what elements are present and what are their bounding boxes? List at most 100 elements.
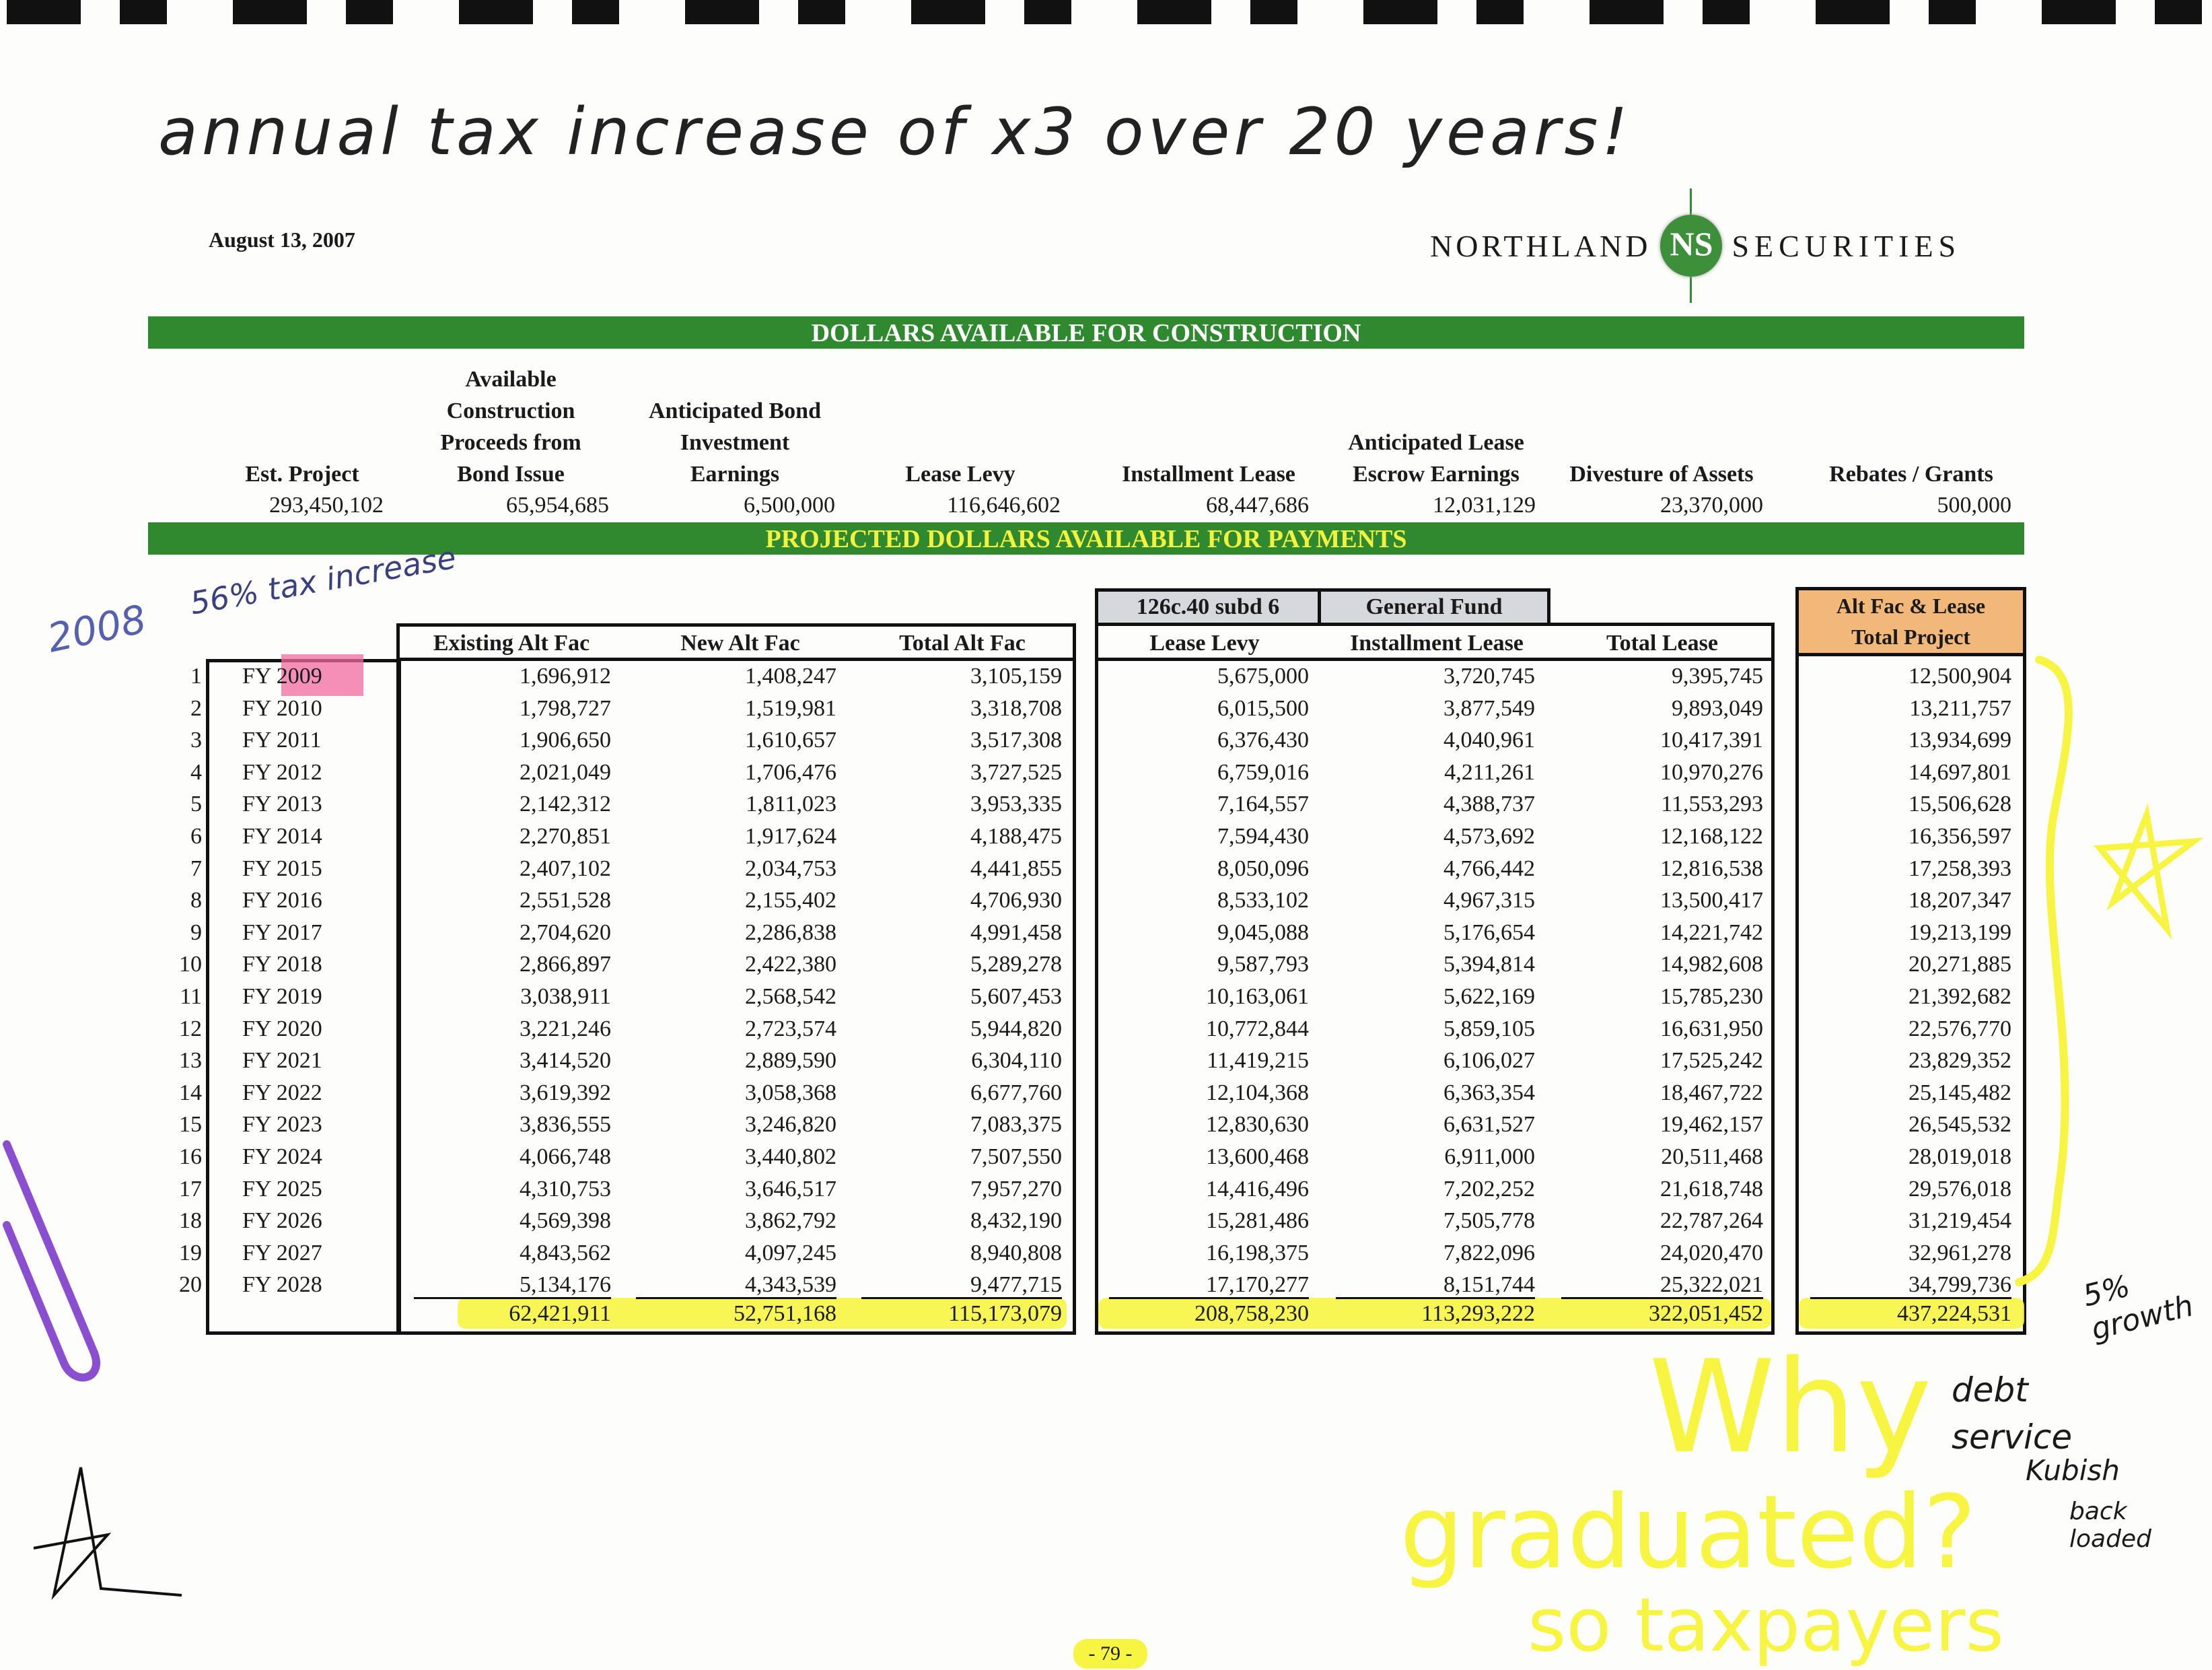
pink-highlight	[281, 654, 363, 696]
table-cell: 17,258,393	[1908, 856, 2011, 881]
table-cell: 4,066,748	[520, 1144, 611, 1169]
column-header: Installment Lease	[1350, 631, 1524, 656]
table-cell: 3,836,555	[520, 1112, 611, 1138]
table-cell: 2,551,528	[520, 888, 611, 913]
table-cell: 3,727,525	[970, 759, 1062, 785]
project-header-line1: Alt Fac & Lease	[1836, 594, 1986, 618]
totals-highlight-lease	[1098, 1298, 1771, 1329]
table-cell: 28,019,018	[1908, 1144, 2011, 1169]
table-cell: 4,766,442	[1443, 856, 1535, 881]
row-number: 19	[179, 1240, 202, 1265]
column-header: Existing Alt Fac	[433, 631, 590, 656]
construction-column-label: Available	[465, 367, 557, 392]
row-number: 8	[190, 888, 202, 913]
row-number: 14	[179, 1080, 202, 1105]
logo-mark-icon: NS	[1657, 188, 1725, 303]
table-cell: 7,507,550	[970, 1144, 1062, 1169]
table-cell: 21,618,748	[1660, 1176, 1763, 1202]
northland-securities-logo: NORTHLAND NS SECURITIES	[1430, 188, 1961, 303]
row-number: 3	[190, 728, 202, 753]
table-cell: 9,477,715	[970, 1272, 1062, 1298]
binding-hole	[1816, 0, 1890, 24]
fiscal-year: FY 2017	[242, 919, 322, 945]
construction-column-label: Divesture of Assets	[1569, 462, 1754, 487]
construction-column-label: Anticipated Bond	[649, 398, 821, 423]
column-total: 322,051,452	[1649, 1301, 1763, 1326]
total-project-table	[1795, 587, 2026, 1335]
table-cell: 5,675,000	[1217, 664, 1309, 689]
table-cell: 9,395,745	[1672, 664, 1763, 689]
fiscal-year: FY 2018	[242, 952, 322, 977]
binding-hole	[1590, 0, 1664, 24]
table-cell: 17,525,242	[1660, 1048, 1763, 1074]
table-cell: 8,050,096	[1217, 856, 1309, 881]
page-number: - 79 -	[1073, 1639, 1147, 1669]
group-general-fund-label: General Fund	[1365, 594, 1503, 619]
table-cell: 12,168,122	[1660, 824, 1763, 849]
fiscal-year: FY 2012	[242, 759, 322, 785]
table-cell: 2,568,542	[745, 984, 836, 1009]
row-number: 17	[179, 1176, 202, 1202]
binding-hole	[572, 0, 619, 24]
construction-column-value: 6,500,000	[744, 493, 835, 518]
table-cell: 2,723,574	[745, 1016, 836, 1041]
table-cell: 7,164,557	[1217, 792, 1309, 817]
table-cell: 3,646,517	[745, 1176, 836, 1202]
construction-column-value: 116,646,602	[947, 493, 1061, 518]
fiscal-year: FY 2014	[242, 824, 322, 849]
table-cell: 4,211,261	[1444, 759, 1535, 785]
table-cell: 16,356,597	[1908, 824, 2011, 849]
table-cell: 12,500,904	[1908, 664, 2011, 689]
binding-hole	[7, 0, 81, 24]
row-number: 11	[180, 984, 202, 1009]
table-cell: 1,610,657	[745, 728, 836, 753]
payments-title-bar: PROJECTED DOLLARS AVAILABLE FOR PAYMENTS	[148, 522, 2024, 555]
table-cell: 2,704,620	[520, 919, 611, 945]
column-header: Lease Levy	[1149, 631, 1260, 656]
totals-highlight-project	[1799, 1298, 2024, 1329]
table-cell: 6,015,500	[1217, 695, 1309, 721]
table-cell: 2,889,590	[745, 1048, 836, 1074]
table-cell: 3,038,911	[520, 984, 611, 1009]
construction-column-value: 293,450,102	[269, 493, 384, 518]
table-cell: 2,286,838	[745, 919, 836, 945]
table-cell: 1,408,247	[745, 664, 836, 689]
table-cell: 15,506,628	[1908, 792, 2011, 817]
table-cell: 6,304,110	[971, 1048, 1062, 1074]
table-cell: 6,631,527	[1443, 1112, 1535, 1138]
totals-highlight-altfac	[458, 1298, 1067, 1329]
table-cell: 13,500,417	[1660, 888, 1763, 913]
table-cell: 4,991,458	[970, 919, 1062, 945]
table-cell: 12,830,630	[1206, 1112, 1309, 1138]
row-number: 15	[179, 1112, 202, 1138]
construction-column-label: Escrow Earnings	[1353, 462, 1520, 487]
table-cell: 12,816,538	[1660, 856, 1763, 881]
table-cell: 8,151,744	[1443, 1272, 1535, 1298]
construction-column-label: Rebates / Grants	[1829, 462, 1993, 487]
table-cell: 2,270,851	[520, 824, 611, 849]
table-cell: 6,363,354	[1443, 1080, 1535, 1105]
handwritten-why: Why	[1649, 1333, 1932, 1482]
table-cell: 9,587,793	[1217, 952, 1309, 977]
table-cell: 20,271,885	[1908, 952, 2011, 977]
handwritten-graduated: graduated?	[1400, 1474, 1976, 1591]
column-header: Total Alt Fac	[899, 631, 1026, 656]
fiscal-year: FY 2021	[242, 1048, 322, 1074]
table-cell: 4,310,753	[520, 1176, 611, 1202]
fiscal-year: FY 2009	[242, 664, 322, 689]
table-cell: 1,917,624	[745, 824, 836, 849]
row-number: 4	[190, 759, 202, 785]
table-cell: 3,105,159	[970, 664, 1062, 689]
fiscal-year: FY 2025	[242, 1176, 322, 1202]
table-cell: 22,787,264	[1660, 1208, 1763, 1234]
total-underline	[861, 1297, 1062, 1299]
table-cell: 1,811,023	[746, 792, 836, 817]
construction-column-value: 68,447,686	[1206, 493, 1309, 518]
table-cell: 24,020,470	[1660, 1240, 1763, 1265]
table-cell: 5,176,654	[1443, 919, 1535, 945]
total-underline	[414, 1297, 611, 1299]
binding-hole	[233, 0, 307, 24]
fiscal-year: FY 2026	[242, 1208, 322, 1234]
row-number: 20	[179, 1272, 202, 1298]
construction-column-label: Proceeds from	[440, 430, 581, 455]
